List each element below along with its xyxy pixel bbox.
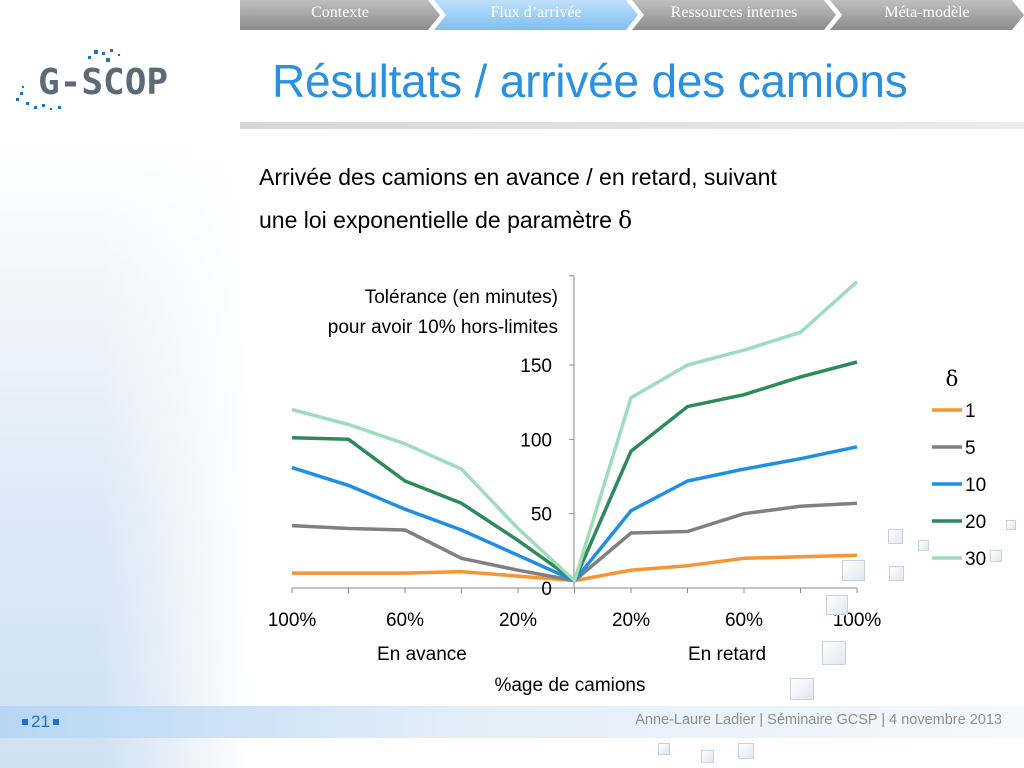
x-tick-label: 100% xyxy=(268,610,317,631)
x-group-label-early: En avance xyxy=(377,644,467,665)
x-tick-label: 60% xyxy=(725,610,763,631)
logo-text: G-SCOP xyxy=(38,62,168,103)
chart-series-layer xyxy=(291,280,859,583)
y-tick-label: 0 xyxy=(541,579,552,600)
tab-label: Ressources internes xyxy=(670,4,798,21)
tab-meta-modele[interactable]: Méta-modèle xyxy=(830,0,1024,30)
decorative-square xyxy=(842,560,865,581)
tab-flux-arrivee[interactable]: Flux d’arrivée xyxy=(434,0,638,30)
chart-legend: δ1 5 10 20 30 xyxy=(932,367,986,570)
chart-axes xyxy=(291,275,858,593)
y-tick-label: 50 xyxy=(531,505,552,526)
subtitle-line-2-text: une loi exponentielle de paramètre xyxy=(259,207,612,233)
background-gradient xyxy=(0,0,250,768)
footer-credits: Anne-Laure Ladier | Séminaire GCSP | 4 n… xyxy=(635,712,1002,728)
legend-label-20: 20 xyxy=(965,512,986,533)
y-axis-label-line1: Tolérance (en minutes) xyxy=(365,287,558,308)
legend-label-1: 1 xyxy=(965,401,976,422)
decorative-square xyxy=(738,743,754,759)
decorative-square xyxy=(918,540,929,551)
page-number-value: 21 xyxy=(31,712,50,731)
decorative-square xyxy=(990,550,1002,562)
x-tick-label: 60% xyxy=(386,610,424,631)
gscop-logo: G-SCOP xyxy=(16,49,168,110)
page-number: 21 xyxy=(22,712,59,732)
decorative-square xyxy=(701,750,714,763)
decorative-square xyxy=(888,529,903,544)
page-number-bullet xyxy=(52,719,59,725)
x-tick-label: 20% xyxy=(499,610,537,631)
tab-label: Flux d’arrivée xyxy=(490,4,582,21)
title-divider xyxy=(240,122,1024,129)
page-number-bullet xyxy=(22,719,28,725)
tab-contexte[interactable]: Contexte xyxy=(240,0,440,30)
y-axis-label-line2: pour avoir 10% hors-limites xyxy=(328,317,558,338)
x-group-label-late: En retard xyxy=(688,644,766,665)
y-tick-label: 100 xyxy=(520,430,552,451)
legend-label-5: 5 xyxy=(965,438,976,459)
decorative-square xyxy=(889,566,904,581)
ylabel-background xyxy=(238,258,564,344)
decorative-square xyxy=(790,678,814,700)
decorative-square xyxy=(658,743,670,755)
chart-labels-layer: Tolérance (en minutes) pour avoir 10% hor… xyxy=(238,258,881,696)
tab-ressources-internes[interactable]: Ressources internes xyxy=(632,0,836,30)
x-axis-label: %age de camions xyxy=(494,675,645,696)
subtitle-line-2: une loi exponentielle de paramètre δ xyxy=(259,199,919,243)
decorative-square xyxy=(822,641,846,665)
tab-label: Méta-modèle xyxy=(884,4,970,21)
series-line-30 xyxy=(291,280,859,583)
decorative-square xyxy=(826,595,848,615)
x-tick-label: 20% xyxy=(612,610,650,631)
subtitle-line-1: Arrivée des camions en avance / en retar… xyxy=(259,164,777,190)
delta-symbol: δ xyxy=(618,208,633,234)
section-nav: Contexte Flux d’arrivée Ressources inter… xyxy=(240,0,1024,30)
legend-label-30: 30 xyxy=(965,549,986,570)
y-tick-label: 150 xyxy=(520,356,552,377)
legend-label-10: 10 xyxy=(965,475,986,496)
x-tick-label: 100% xyxy=(833,610,882,631)
tab-label: Contexte xyxy=(311,4,369,21)
slide-title: Résultats / arrivée des camions xyxy=(272,55,908,107)
decorative-square xyxy=(1006,520,1016,530)
legend-title: δ xyxy=(946,367,959,391)
slide-subtitle: Arrivée des camions en avance / en retar… xyxy=(259,156,919,243)
footer-bar xyxy=(0,706,1024,738)
